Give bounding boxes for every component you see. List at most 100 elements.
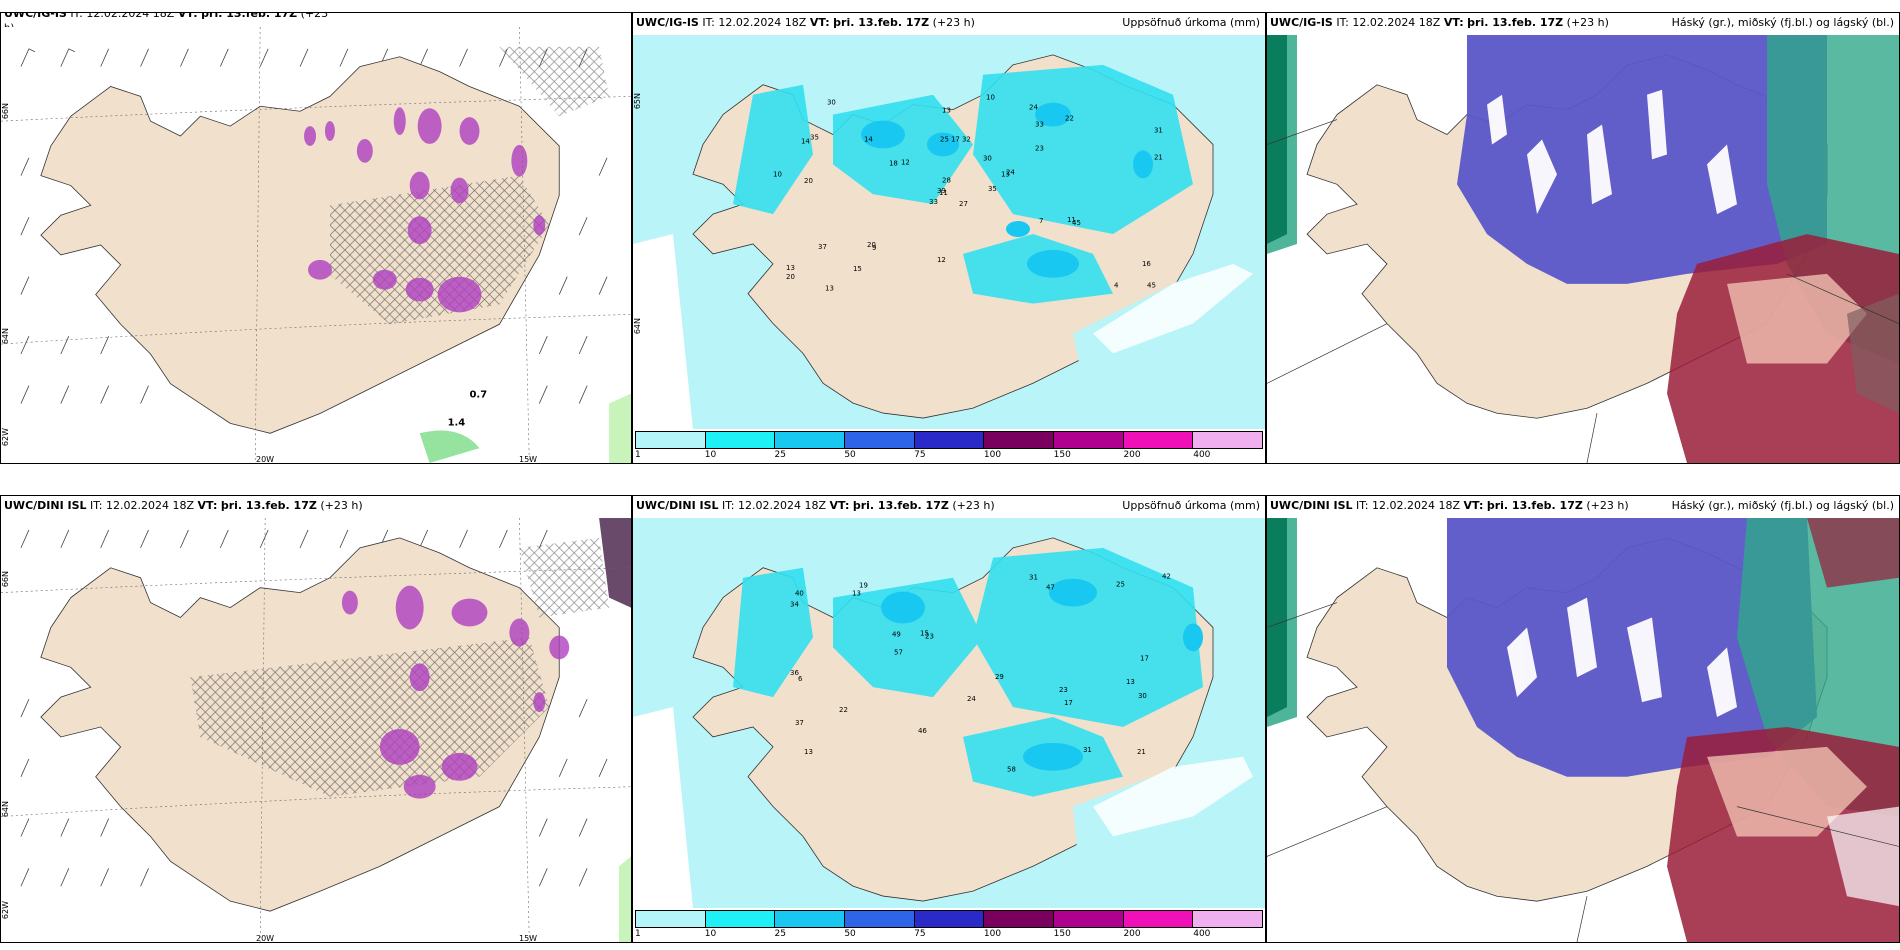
vt-value: þri. 13.feb. 17Z [1486, 499, 1583, 512]
colorbar-tick: 200 [1123, 450, 1141, 460]
precip-value: 12 [937, 256, 946, 264]
precip-value: 30 [1138, 692, 1147, 700]
it-value: 12.02.2024 18Z [738, 499, 827, 512]
panel-top-left: UWC/IG-IS IT: 12.02.2024 18Z VT: þri. 13… [0, 12, 632, 464]
cloud-map [1267, 518, 1899, 942]
panel-bottom-left: UWC/DINI ISL IT: 12.02.2024 18Z VT: þri.… [0, 495, 632, 943]
precip-value: 19 [859, 582, 868, 590]
precip-value: 13 [804, 748, 813, 756]
it-label: IT: [1336, 16, 1349, 29]
precip-value: 30 [983, 154, 992, 162]
precip-value: 24 [1029, 104, 1038, 112]
precip-value: 10 [773, 170, 782, 178]
panel-top-right: UWC/IG-IS IT: 12.02.2024 18Z VT: þri. 13… [1266, 12, 1900, 464]
precip-value: 17 [1140, 654, 1149, 662]
colorbar-tick: 25 [774, 450, 786, 460]
precip-value: 15 [853, 265, 862, 273]
panel-header: UWC/IG-IS IT: 12.02.2024 18Z VT: þri. 13… [636, 16, 1262, 32]
precip-value: 4 [1114, 282, 1119, 290]
map-svg: 0.7 1.4 [1, 27, 631, 463]
colorbar-segment [845, 432, 915, 448]
it-label: IT: [1356, 499, 1369, 512]
it-label: IT: [90, 499, 103, 512]
precip-value: 12 [901, 158, 910, 166]
field-title: Háský (gr.), miðský (fj.bl.) og lágský (… [1671, 499, 1894, 512]
vt-value: þri. 13.feb. 17Z [1467, 16, 1564, 29]
colorbar-segment [1123, 432, 1194, 448]
colorbar-segment [705, 432, 776, 448]
colorbar-tick: 75 [914, 929, 926, 939]
it-value: 12.02.2024 18Z [1352, 16, 1441, 29]
it-value: 12.02.2024 18Z [106, 499, 195, 512]
lead-time: (+23 h) [952, 499, 995, 512]
precip-value: 22 [1065, 115, 1074, 123]
colorbar-tick: 50 [844, 929, 856, 939]
precip-value: 28 [942, 176, 951, 184]
colorbar-segment [984, 911, 1055, 927]
iceland-land [40, 56, 560, 434]
lon-label: 20W [256, 934, 275, 943]
precip-value: 33 [1035, 121, 1044, 129]
precip-value: 21 [1137, 748, 1146, 756]
precip-value: 40 [795, 590, 804, 598]
wind-snow-map: 0.7 1.4 [1, 27, 631, 463]
precip-value: 23 [1059, 686, 1068, 694]
precip-value: 49 [892, 630, 901, 638]
colorbar-tick: 10 [704, 929, 717, 939]
precip-value: 16 [1142, 260, 1151, 268]
colorbar-ticks: 1 10 25 50 75 100 150 200 400 [635, 929, 1263, 941]
field-title: Uppsöfnuð úrkoma (mm) [1122, 499, 1260, 512]
colorbar-segment [775, 911, 846, 927]
model-label: UWC/IG-IS [636, 16, 699, 29]
colorbar-tick: 50 [844, 450, 856, 460]
map-svg [1267, 518, 1899, 942]
lat-label: 64N [1, 801, 10, 818]
precip-value: 13 [825, 285, 834, 293]
precip-areas [733, 64, 1193, 304]
precip-value: 17 [1064, 699, 1073, 707]
precip-value: 37 [818, 243, 827, 251]
precip-value: 13 [852, 590, 861, 598]
precip-value: 10 [986, 94, 995, 102]
precip-value: 25 [940, 135, 949, 143]
lead-time: (+23 h) [1566, 16, 1609, 29]
colorbar-segment [1193, 432, 1263, 448]
colorbar-tick: 1 [635, 929, 641, 939]
precip-value: 13 [942, 107, 951, 115]
lead-time: (+23 h) [932, 16, 975, 29]
precip-value: 18 [889, 159, 898, 167]
precip-value: 20 [804, 177, 813, 185]
colorbar-tick: 150 [1053, 929, 1071, 939]
colorbar-tick: 10 [704, 450, 717, 460]
cloud-map [1267, 35, 1899, 463]
precip-value: 57 [894, 648, 903, 656]
precip-value: 45 [1147, 282, 1156, 290]
precip-value: 42 [1162, 573, 1171, 581]
precip-map: 27 14 11 13 13 9 24 32 33 35 30 45 20 31 33 23 13 25 30 37 1… [633, 35, 1265, 429]
panel-bottom-middle: UWC/DINI ISL IT: 12.02.2024 18Z VT: þri.… [632, 495, 1266, 943]
colorbar-tick: 400 [1193, 450, 1211, 460]
panel-header: UWC/DINI ISL IT: 12.02.2024 18Z VT: þri.… [1270, 499, 1896, 515]
precip-value: 27 [959, 200, 968, 208]
panel-header: UWC/IG-IS IT: 12.02.2024 18Z VT: þri. 13… [1270, 16, 1896, 32]
precip-value: 37 [795, 719, 804, 727]
field-title: Uppsöfnuð úrkoma (mm) [1122, 16, 1260, 29]
colorbar-tick: 1 [635, 450, 641, 460]
snow-cells [304, 107, 546, 313]
colorbar-segment [914, 432, 985, 448]
mid-cloud [1457, 35, 1827, 284]
it-value: 12.02.2024 18Z [718, 16, 807, 29]
colorbar-segment [1054, 911, 1124, 927]
panel-header: UWC/IG-IS IT: 12.02.2024 18Z VT: þri. 13… [4, 13, 628, 23]
wind-snow-map [1, 518, 631, 942]
precip-value: 39 [937, 187, 946, 195]
model-label: UWC/DINI ISL [636, 499, 719, 512]
precip-value: 7 [1039, 217, 1043, 225]
precip-colorbar [635, 431, 1263, 449]
colorbar-segment [775, 432, 846, 448]
precip-value: 45 [1072, 219, 1081, 227]
colorbar-tick: 25 [774, 929, 786, 939]
panel-top-middle: UWC/IG-IS IT: 12.02.2024 18Z VT: þri. 13… [632, 12, 1266, 464]
precip-value: 47 [1046, 584, 1055, 592]
vt-value: þri. 13.feb. 17Z [852, 499, 949, 512]
